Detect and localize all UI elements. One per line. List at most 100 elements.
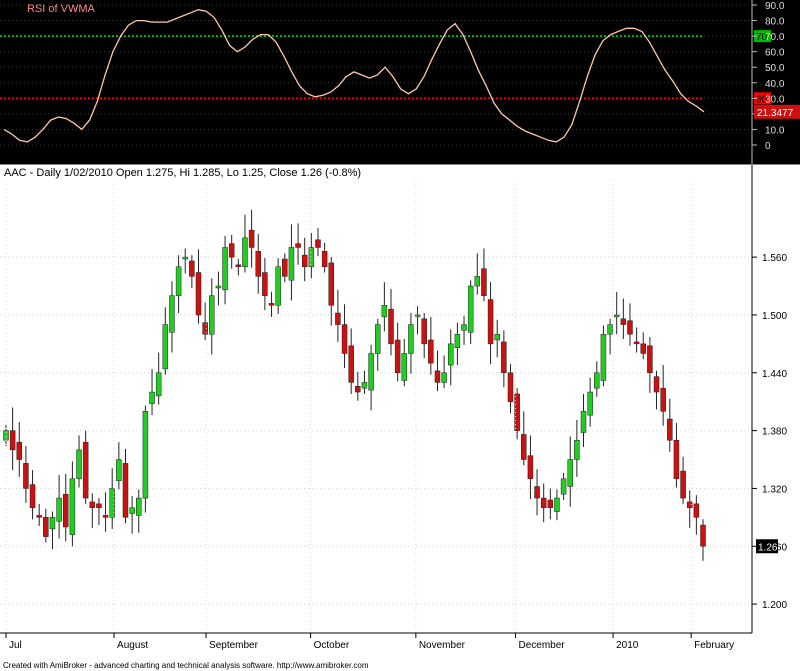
candle-body: [348, 345, 354, 383]
footer-text: Created with AmiBroker - advanced charti…: [3, 661, 369, 670]
candle-body: [56, 497, 62, 522]
candle-body: [235, 264, 242, 267]
candle-body: [388, 308, 394, 345]
candle-body: [487, 299, 494, 345]
candle-body: [653, 376, 660, 393]
rsi-tick-label: 70.0: [765, 32, 785, 43]
rsi-line: [3, 9, 705, 143]
candle-body: [680, 470, 686, 499]
rsi-tick-label: 90.0: [765, 1, 785, 12]
candle-body: [129, 507, 135, 514]
candle-body: [222, 247, 228, 291]
candle-body: [169, 295, 175, 333]
candle-body: [109, 488, 115, 518]
candle-body: [209, 295, 215, 335]
candle-body: [700, 524, 706, 547]
price-tick-label: 1.440: [762, 369, 787, 380]
last-close-label: 1.26: [758, 542, 778, 553]
candle-body: [355, 386, 361, 393]
candle-body: [215, 285, 222, 289]
candle-body: [122, 463, 129, 518]
rsi-tick-label: 10.0: [765, 125, 785, 136]
candle-body: [182, 256, 188, 260]
price-grid: [0, 256, 752, 605]
candle-body: [580, 411, 587, 433]
candle-body: [308, 247, 315, 267]
candle-body: [421, 318, 427, 345]
candle-body: [574, 439, 580, 460]
rsi-tick-label: 60.0: [765, 48, 785, 59]
rsi-last-value: 21.3477: [757, 108, 794, 119]
candle-body: [328, 262, 335, 306]
candle-body: [202, 322, 208, 335]
rsi-tick-label: 30.0: [765, 94, 785, 105]
rsi-level-badge: [754, 30, 771, 43]
candle-body: [434, 370, 441, 383]
candle-body: [162, 324, 169, 370]
rsi-y-axis: 90.080.070.060.050.040.030.020.010.0021.…: [751, 0, 800, 164]
candle-body: [507, 372, 514, 402]
candle-body: [481, 268, 487, 296]
price-title: AAC - Daily 1/02/2010 Open 1.275, Hi 1.2…: [4, 167, 361, 179]
footer-bar: [0, 658, 800, 671]
candle-body: [36, 515, 42, 518]
candle-body: [521, 434, 527, 460]
candle-body: [448, 343, 454, 366]
rsi-tick-label: 80.0: [765, 17, 785, 28]
candle-body: [554, 497, 560, 512]
candle-body: [282, 258, 288, 277]
candle-body: [494, 333, 500, 341]
candle-body: [567, 459, 573, 487]
last-close-badge: [756, 539, 778, 554]
candle-body: [102, 515, 109, 518]
date-tick-label: December: [519, 640, 566, 651]
candle-body: [96, 503, 102, 508]
candle-body: [189, 260, 195, 277]
candle-body: [414, 314, 421, 318]
candle-body: [76, 449, 82, 480]
candle-body: [62, 493, 69, 528]
candle-body: [627, 320, 633, 335]
candle-body: [49, 517, 56, 530]
candle-body: [288, 247, 295, 281]
rsi-level-label: 70: [756, 32, 768, 43]
candle-body: [43, 517, 49, 537]
candle-body: [527, 455, 534, 480]
candle-body: [301, 254, 308, 267]
candle-body: [175, 266, 182, 296]
price-tick-label: 1.200: [762, 600, 787, 611]
candle-body: [620, 318, 627, 325]
rsi-title: RSI of VWMA: [27, 3, 96, 15]
candle-body: [686, 501, 693, 508]
candle-body: [647, 345, 653, 374]
candle-body: [321, 251, 328, 267]
candle-body: [248, 229, 255, 248]
candle-body: [474, 276, 481, 287]
candle-body: [275, 266, 281, 306]
candle-body: [368, 353, 374, 391]
candle-body: [195, 272, 202, 316]
candle-body: [607, 324, 613, 335]
candle-body: [428, 339, 434, 364]
candle-body: [408, 324, 414, 354]
date-x-axis: Jul August September October November Decembe…: [5, 180, 734, 651]
candle-body: [116, 459, 122, 481]
candle-body: [69, 478, 76, 535]
candle-body: [613, 314, 620, 318]
candle-body: [660, 387, 666, 412]
candle-body: [461, 324, 467, 331]
candle-body: [341, 324, 348, 354]
candle-body: [467, 285, 474, 333]
candle-body: [374, 324, 381, 354]
date-tick-label: Jul: [9, 640, 22, 651]
candle-body: [594, 372, 600, 389]
rsi-tick-label: 40.0: [765, 79, 785, 90]
candle-body: [454, 333, 461, 348]
candle-body: [501, 341, 507, 374]
candle-body: [335, 312, 341, 325]
date-tick-label: November: [419, 640, 466, 651]
candle-body: [142, 411, 149, 499]
candle-body: [441, 372, 447, 383]
